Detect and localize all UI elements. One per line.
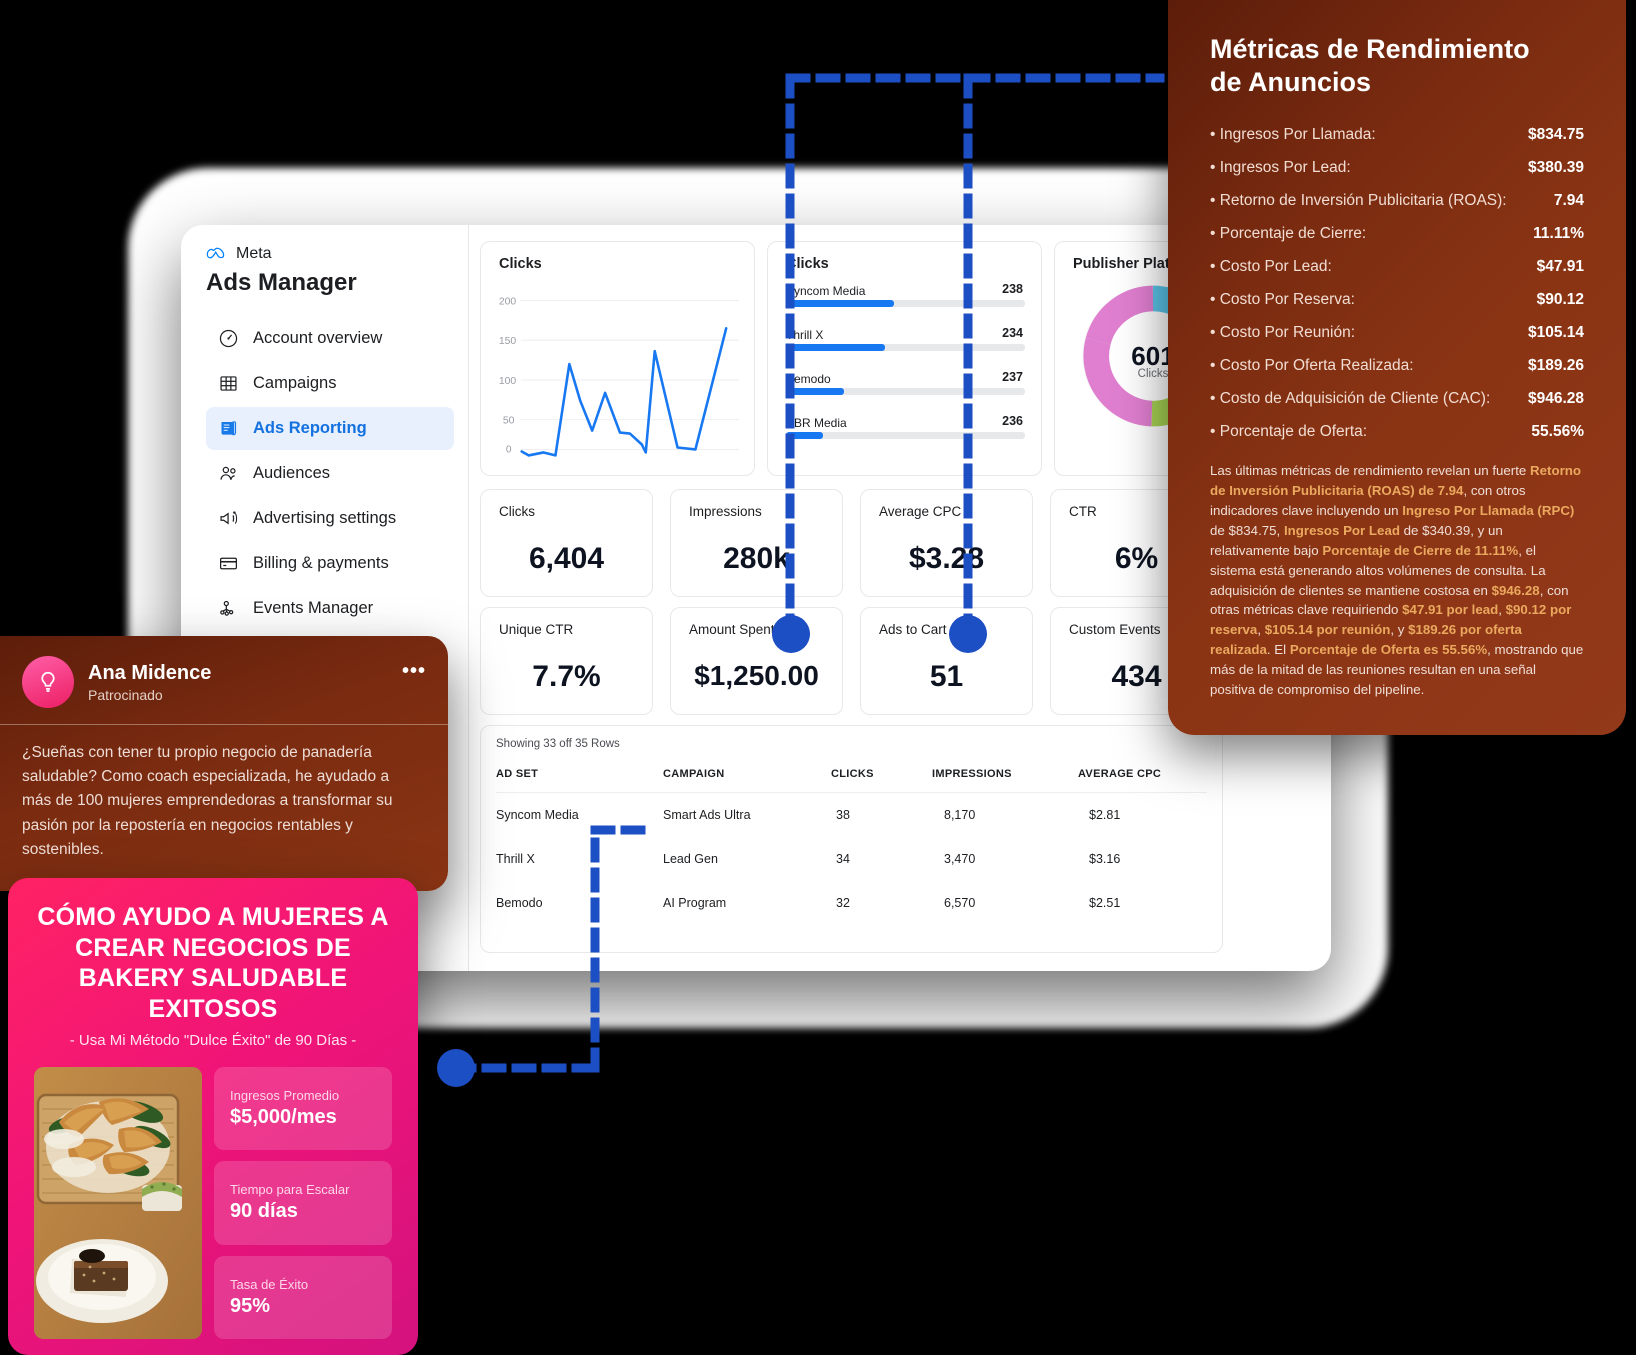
svg-text:200: 200 (499, 297, 517, 308)
svg-text:0: 0 (506, 444, 512, 455)
svg-text:50: 50 (503, 416, 515, 427)
svg-text:100: 100 (499, 376, 517, 387)
svg-text:150: 150 (499, 336, 517, 347)
